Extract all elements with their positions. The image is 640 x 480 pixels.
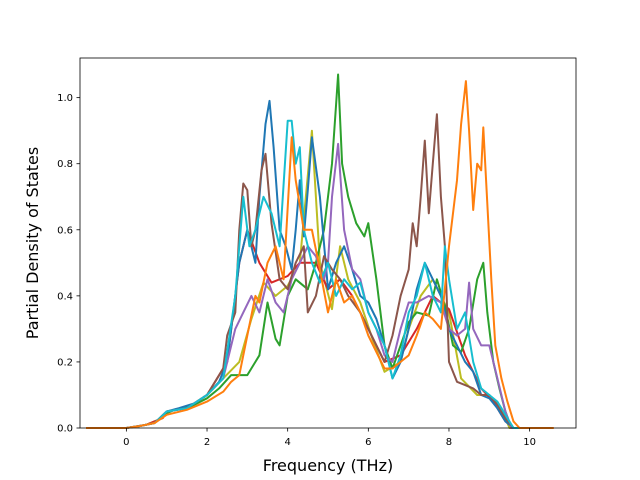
y-axis-label: Partial Density of States xyxy=(23,147,42,339)
x-tick-label: 0 xyxy=(123,437,129,448)
series-line-6 xyxy=(86,113,550,429)
x-tick-label: 2 xyxy=(204,437,210,448)
y-tick-label: 0.4 xyxy=(57,291,73,302)
series-line-8 xyxy=(86,80,554,429)
x-axis-label: Frequency (THz) xyxy=(263,456,393,475)
x-axis-ticks: 0 2 4 6 8 10 xyxy=(123,428,536,448)
y-axis-ticks: 0.0 0.2 0.4 0.6 0.8 1.0 xyxy=(57,93,80,435)
series-line-5 xyxy=(86,142,550,429)
series-layer xyxy=(86,73,554,429)
y-tick-label: 0.0 xyxy=(57,424,73,435)
series-line-3 xyxy=(86,73,550,429)
x-tick-label: 4 xyxy=(284,437,290,448)
x-tick-label: 8 xyxy=(446,437,452,448)
y-tick-label: 1.0 xyxy=(57,93,73,104)
y-tick-label: 0.8 xyxy=(57,159,73,170)
x-tick-label: 6 xyxy=(365,437,371,448)
series-line-7 xyxy=(86,119,550,429)
y-tick-label: 0.6 xyxy=(57,225,73,236)
y-tick-label: 0.2 xyxy=(57,357,73,368)
plot-frame xyxy=(79,57,577,429)
series-line-4 xyxy=(86,99,550,429)
x-tick-label: 10 xyxy=(523,437,536,448)
